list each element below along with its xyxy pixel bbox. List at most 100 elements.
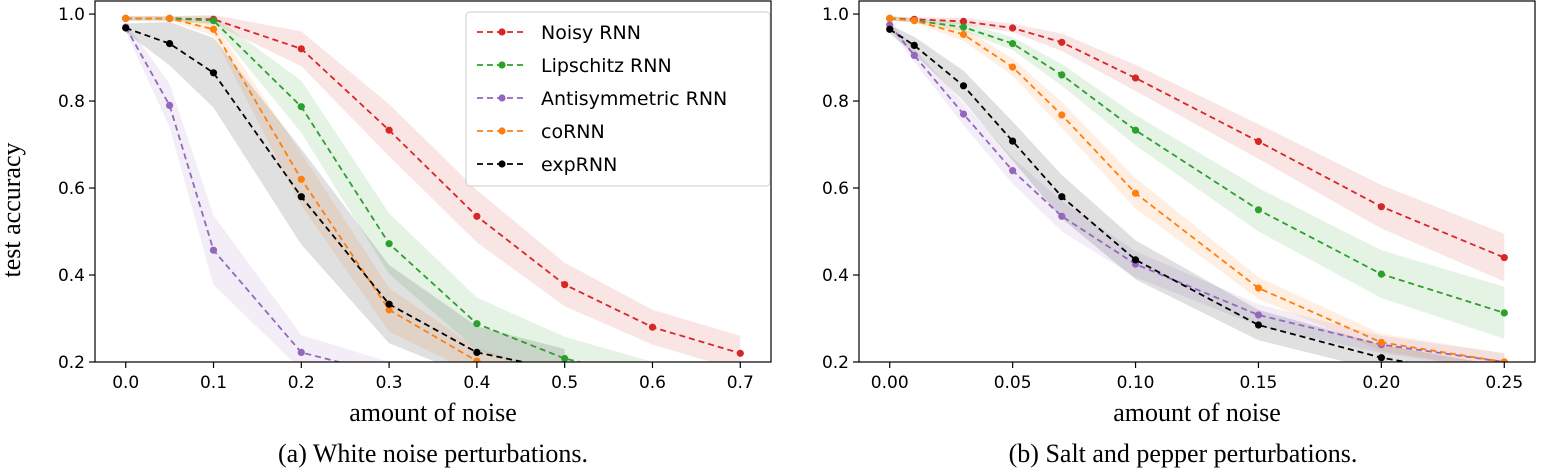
y-tick-label: 0.8 xyxy=(822,92,849,112)
y-tick-label: 0.6 xyxy=(822,179,849,199)
y-axis-label: test accuracy xyxy=(0,143,26,278)
x-tick-label: 0.7 xyxy=(727,373,754,393)
legend-marker xyxy=(498,94,506,102)
point-exprnn xyxy=(959,82,968,90)
point-exprnn xyxy=(1058,193,1066,201)
point-exprnn xyxy=(385,300,393,308)
legend-marker xyxy=(498,160,506,168)
point-lipschitz-rnn xyxy=(1254,206,1263,214)
x-tick-label: 0.00 xyxy=(871,373,909,393)
legend-label: coRNN xyxy=(541,121,605,143)
legend-marker xyxy=(498,61,506,69)
point-lipschitz-rnn xyxy=(385,240,393,248)
x-tick-label: 0.3 xyxy=(376,373,403,393)
band-lipschitz-rnn xyxy=(889,16,1505,339)
point-lipschitz-rnn xyxy=(959,23,968,31)
point-exprnn xyxy=(297,193,305,201)
point-exprnn xyxy=(1377,354,1385,362)
x-tick-label: 0.15 xyxy=(1240,373,1278,393)
point-antisymmetric-rnn xyxy=(910,51,918,60)
x-tick-label: 0.5 xyxy=(551,373,578,393)
point-exprnn xyxy=(166,40,174,48)
point-cornn xyxy=(385,306,393,314)
legend-item-antisymmetric-rnn: Antisymmetric RNN xyxy=(477,88,727,110)
point-noisy-rnn xyxy=(1377,203,1385,211)
point-exprnn xyxy=(473,348,481,356)
x-tick-label: 0.0 xyxy=(112,373,139,393)
line-cornn xyxy=(889,17,1505,362)
point-noisy-rnn xyxy=(648,323,657,331)
x-tick-label: 0.4 xyxy=(463,373,490,393)
panel-white-noise: 0.0 0.1 0.2 0.3 0.4 0.5 0.6 0.7 0.2 0.4 0.6 0.8 1.0… xyxy=(58,0,772,468)
point-noisy-rnn xyxy=(561,281,569,289)
legend: Noisy RNN Lipschitz RNN Antisymmetric RNN c… xyxy=(465,11,771,187)
point-lipschitz-rnn xyxy=(1009,40,1017,48)
point-lipschitz-rnn xyxy=(1377,270,1385,278)
point-cornn xyxy=(1254,284,1263,292)
line-lipschitz-rnn xyxy=(125,17,584,362)
y-tick-label: 1.0 xyxy=(58,5,85,25)
point-antisymmetric-rnn xyxy=(1058,212,1066,220)
legend-marker xyxy=(498,28,506,36)
legend-item-lipschitz-rnn: Lipschitz RNN xyxy=(477,55,672,77)
plot-frame-a xyxy=(94,0,772,363)
point-cornn xyxy=(1009,63,1017,71)
point-noisy-rnn xyxy=(1131,74,1140,82)
point-cornn xyxy=(910,17,918,25)
plot-frame-b xyxy=(858,0,1536,363)
legend-item-cornn: coRNN xyxy=(477,121,605,143)
band-noisy-rnn xyxy=(125,14,741,362)
x-tick-label: 0.25 xyxy=(1485,373,1523,393)
band-exprnn xyxy=(125,21,565,362)
line-antisymmetric-rnn xyxy=(888,24,1505,362)
y-tick-label: 0.4 xyxy=(822,266,849,286)
point-antisymmetric-rnn xyxy=(1254,311,1263,319)
point-cornn xyxy=(297,175,305,183)
point-exprnn xyxy=(122,24,130,32)
legend-item-exprnn: expRNN xyxy=(477,154,617,176)
point-antisymmetric-rnn xyxy=(209,246,218,254)
legend-frame xyxy=(465,11,771,187)
point-exprnn xyxy=(209,69,218,77)
point-exprnn xyxy=(1009,137,1017,145)
band-noisy-rnn xyxy=(889,16,1505,282)
point-noisy-rnn xyxy=(1500,254,1508,262)
band-cornn xyxy=(125,16,523,362)
point-noisy-rnn xyxy=(1254,137,1263,146)
x-tick-label: 0.05 xyxy=(994,373,1032,393)
y-tick-label: 0.6 xyxy=(58,179,85,199)
legend-marker xyxy=(498,127,506,135)
band-exprnn xyxy=(889,24,1480,362)
y-tick-label: 0.2 xyxy=(58,353,85,373)
y-tick-label: 0.8 xyxy=(58,92,85,112)
point-noisy-rnn xyxy=(473,212,481,220)
legend-label: expRNN xyxy=(541,154,617,176)
point-antisymmetric-rnn xyxy=(297,348,305,356)
point-noisy-rnn xyxy=(1058,38,1066,46)
y-tick-label: 1.0 xyxy=(822,5,849,25)
point-noisy-rnn xyxy=(297,45,305,53)
point-exprnn xyxy=(886,25,894,33)
point-exprnn xyxy=(1131,256,1140,264)
point-antisymmetric-rnn xyxy=(166,101,174,109)
point-lipschitz-rnn xyxy=(1058,71,1066,79)
point-antisymmetric-rnn xyxy=(959,110,968,118)
x-axis-label-b: amount of noise xyxy=(1113,398,1281,427)
point-lipschitz-rnn xyxy=(209,17,218,25)
point-cornn xyxy=(1058,111,1066,119)
point-lipschitz-rnn xyxy=(561,354,569,362)
band-antisymmetric-rnn xyxy=(889,20,1505,362)
x-tick-label: 0.20 xyxy=(1362,373,1400,393)
x-tick-label: 0.10 xyxy=(1117,373,1155,393)
legend-label: Lipschitz RNN xyxy=(541,55,672,77)
point-cornn xyxy=(886,14,894,22)
point-cornn xyxy=(959,30,968,39)
point-exprnn xyxy=(1254,321,1263,329)
point-lipschitz-rnn xyxy=(473,320,481,328)
point-cornn xyxy=(1377,338,1385,346)
point-antisymmetric-rnn xyxy=(1009,167,1017,175)
band-cornn xyxy=(889,16,1505,362)
point-noisy-rnn xyxy=(1009,24,1017,32)
panel-salt-pepper: 0.00 0.05 0.10 0.15 0.20 0.25 0.2 0.4 0.6 0.8 1.0… xyxy=(822,0,1536,468)
